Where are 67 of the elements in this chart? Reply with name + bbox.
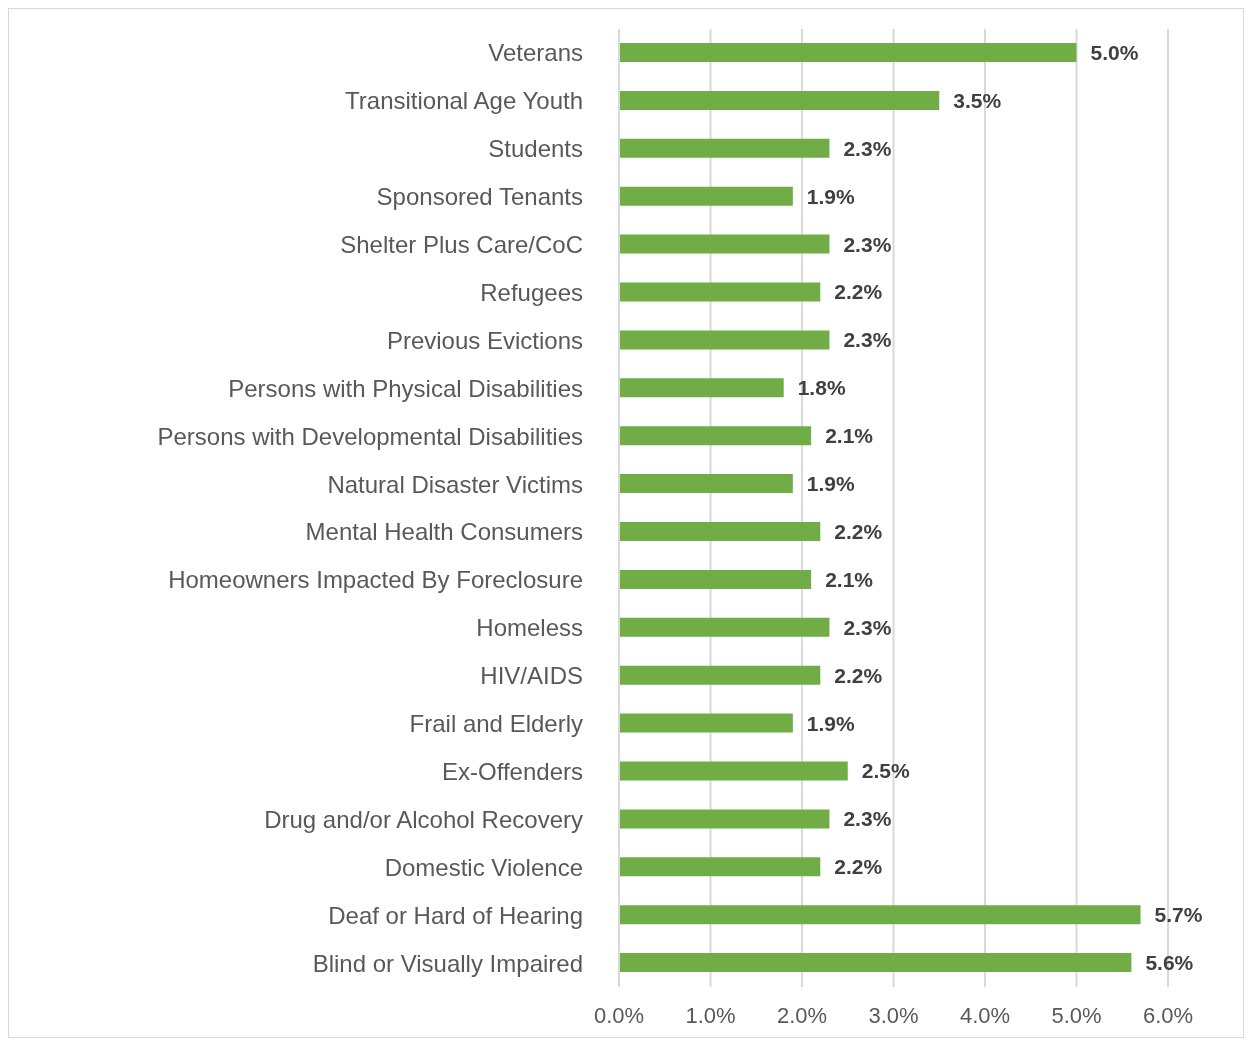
y-tick-label: HIV/AIDS [480,662,583,690]
data-label: 2.1% [825,567,874,591]
bar [619,761,848,781]
x-tick-label: 2.0% [776,1002,828,1028]
bar [619,234,830,254]
bar [619,138,830,158]
y-tick-label: Refugees [480,278,583,306]
bar [619,569,812,589]
x-tick-label: 1.0% [685,1002,736,1028]
y-tick-label: Veterans [488,39,583,67]
data-label: 5.6% [1145,951,1194,975]
y-tick-label: Domestic Violence [384,853,583,881]
data-label: 2.5% [861,759,910,783]
data-label: 2.2% [834,519,883,543]
bar [619,522,821,541]
x-tick-label: 5.0% [1051,1002,1102,1028]
y-tick-label: Natural Disaster Victims [327,470,583,498]
data-label: 2.2% [834,280,883,304]
y-tick-label: Students [488,135,583,163]
bar [619,474,793,494]
y-tick-label: Frail and Elderly [409,710,583,738]
bar [619,43,1077,62]
bar [619,282,821,302]
y-tick-label: Drug and/or Alcohol Recovery [264,805,583,833]
y-tick-label: Ex-Offenders [442,757,583,785]
y-tick-label: Homeowners Impacted By Foreclosure [168,566,583,594]
y-tick-label: Shelter Plus Care/CoC [340,231,583,259]
data-label: 2.2% [834,855,883,879]
data-label: 3.5% [953,88,1002,112]
data-label: 5.7% [1154,903,1203,927]
x-tick-label: 4.0% [959,1002,1011,1028]
y-tick-label: Previous Evictions [386,326,583,354]
data-label: 1.8% [797,376,846,400]
y-tick-label: Homeless [476,614,583,642]
data-label: 1.9% [806,472,856,496]
bar [619,953,1132,973]
y-tick-label: Deaf or Hard of Hearing [328,901,583,929]
bar [619,90,940,110]
bar [619,665,821,685]
bar [619,186,793,206]
data-label: 2.3% [843,136,892,160]
data-label: 2.3% [843,232,892,256]
data-label: 1.9% [806,711,856,735]
y-tick-label: Transitional Age Youth [345,87,583,115]
bar [619,713,793,733]
data-label: 2.3% [843,807,892,831]
y-tick-label: Persons with Developmental Disabilities [157,422,583,450]
bar [619,857,821,877]
bar [619,378,784,398]
data-label: 2.3% [843,328,892,352]
bar [619,330,830,350]
x-tick-label: 0.0% [593,1002,645,1028]
y-tick-label: Mental Health Consumers [305,518,583,546]
y-tick-label: Persons with Physical Disabilities [228,374,583,402]
data-label: 5.0% [1090,40,1139,64]
bar [619,809,830,829]
data-label: 2.1% [825,424,874,448]
bar [619,617,830,637]
x-tick-label: 6.0% [1142,1002,1194,1028]
data-label: 1.9% [806,184,856,208]
bar [619,426,812,446]
bar [619,905,1141,925]
y-tick-label: Blind or Visually Impaired [312,949,583,977]
x-tick-label: 3.0% [868,1002,919,1028]
data-label: 2.2% [834,663,883,687]
data-label: 2.3% [843,615,892,639]
y-tick-label: Sponsored Tenants [376,183,583,211]
